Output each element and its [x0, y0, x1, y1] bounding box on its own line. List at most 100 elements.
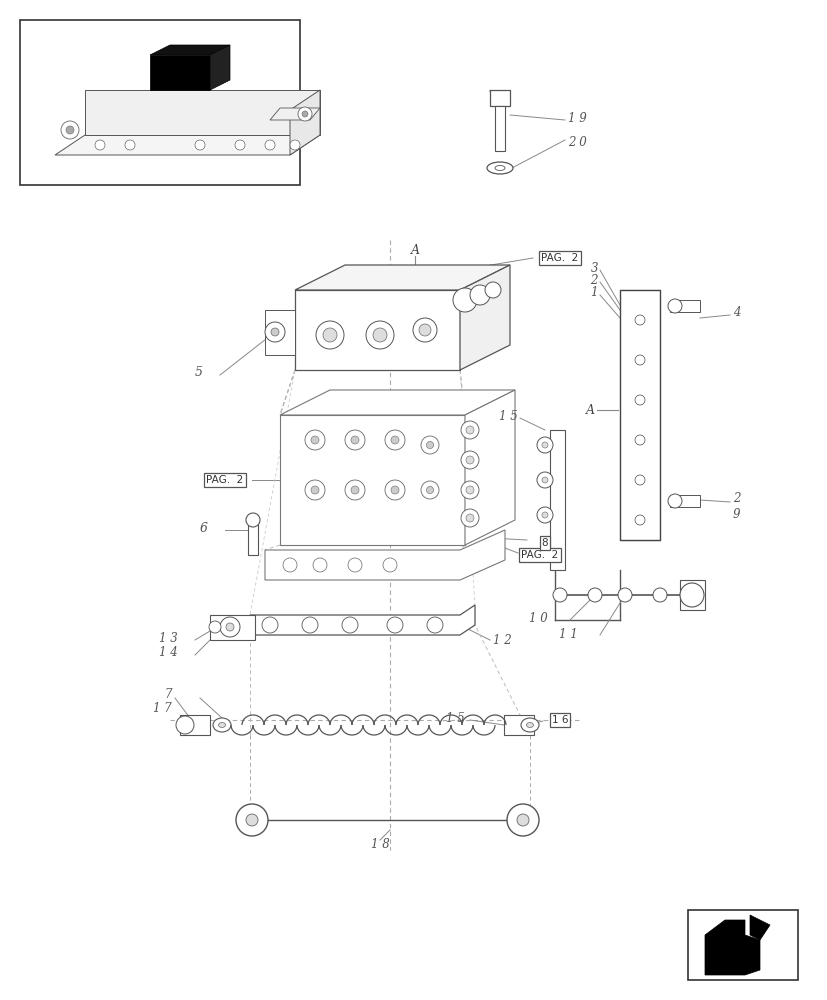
Circle shape	[345, 480, 365, 500]
Circle shape	[516, 814, 528, 826]
Circle shape	[385, 430, 404, 450]
Circle shape	[351, 436, 359, 444]
Circle shape	[342, 617, 357, 633]
Circle shape	[537, 507, 552, 523]
Text: 2: 2	[590, 273, 597, 286]
Circle shape	[667, 494, 681, 508]
Circle shape	[461, 451, 479, 469]
Bar	[687, 910, 797, 980]
Polygon shape	[289, 90, 319, 155]
Text: PAG.  2: PAG. 2	[541, 253, 578, 263]
Polygon shape	[280, 415, 465, 545]
Text: A: A	[586, 403, 595, 416]
Polygon shape	[460, 265, 509, 370]
Text: 1 5: 1 5	[499, 410, 518, 422]
Ellipse shape	[520, 718, 538, 732]
Circle shape	[461, 481, 479, 499]
Circle shape	[390, 436, 399, 444]
Polygon shape	[150, 45, 230, 55]
Circle shape	[304, 480, 325, 500]
Circle shape	[461, 421, 479, 439]
Bar	[504, 715, 533, 735]
Circle shape	[420, 481, 438, 499]
Circle shape	[506, 804, 538, 836]
Circle shape	[345, 430, 365, 450]
Text: 3: 3	[590, 261, 597, 274]
Circle shape	[413, 318, 437, 342]
Circle shape	[176, 716, 194, 734]
Circle shape	[466, 456, 473, 464]
Text: 1 0: 1 0	[528, 611, 547, 624]
Text: 7: 7	[165, 688, 172, 700]
Circle shape	[311, 486, 318, 494]
Text: 2 0: 2 0	[567, 136, 586, 149]
Circle shape	[236, 804, 268, 836]
Polygon shape	[704, 920, 759, 975]
Text: 1 2: 1 2	[492, 634, 511, 647]
Circle shape	[634, 315, 644, 325]
Bar	[549, 430, 564, 570]
Circle shape	[195, 140, 205, 150]
Polygon shape	[490, 90, 509, 106]
Polygon shape	[749, 915, 769, 940]
Circle shape	[452, 288, 476, 312]
Circle shape	[542, 512, 547, 518]
Text: 1 6: 1 6	[551, 715, 567, 725]
Polygon shape	[619, 290, 659, 540]
Circle shape	[634, 475, 644, 485]
Bar	[669, 300, 699, 312]
Circle shape	[461, 509, 479, 527]
Text: PAG.  2: PAG. 2	[206, 475, 243, 485]
Circle shape	[542, 442, 547, 448]
Circle shape	[220, 617, 240, 637]
Circle shape	[246, 513, 260, 527]
Ellipse shape	[218, 722, 225, 728]
Circle shape	[235, 140, 245, 150]
Circle shape	[634, 515, 644, 525]
Circle shape	[311, 436, 318, 444]
Circle shape	[372, 328, 386, 342]
Bar	[20, 20, 299, 185]
Bar	[495, 106, 504, 151]
Polygon shape	[465, 390, 514, 545]
Text: 4: 4	[732, 306, 739, 320]
Circle shape	[208, 621, 221, 633]
Circle shape	[66, 126, 74, 134]
Polygon shape	[265, 530, 504, 580]
Circle shape	[265, 322, 284, 342]
Ellipse shape	[495, 166, 504, 171]
Text: A: A	[410, 243, 419, 256]
Circle shape	[313, 558, 327, 572]
Polygon shape	[150, 55, 210, 90]
Circle shape	[386, 617, 403, 633]
Polygon shape	[265, 310, 294, 355]
Circle shape	[537, 472, 552, 488]
Circle shape	[466, 514, 473, 522]
Circle shape	[420, 436, 438, 454]
Circle shape	[552, 588, 566, 602]
Circle shape	[289, 140, 299, 150]
Circle shape	[125, 140, 135, 150]
Circle shape	[366, 321, 394, 349]
Bar	[248, 520, 258, 555]
Text: 1 3: 1 3	[159, 632, 178, 645]
Circle shape	[323, 328, 337, 342]
Circle shape	[617, 588, 631, 602]
Polygon shape	[55, 135, 319, 155]
Text: 6: 6	[200, 522, 208, 534]
Circle shape	[470, 285, 490, 305]
Text: PAG.  2: PAG. 2	[521, 550, 558, 560]
Polygon shape	[270, 108, 319, 120]
Text: 1 7: 1 7	[153, 702, 172, 714]
Ellipse shape	[486, 162, 513, 174]
Text: 1 1: 1 1	[558, 629, 577, 642]
Text: 1 4: 1 4	[159, 647, 178, 660]
Circle shape	[390, 486, 399, 494]
Text: 1 8: 1 8	[370, 838, 389, 851]
Circle shape	[667, 299, 681, 313]
Circle shape	[316, 321, 343, 349]
Circle shape	[302, 111, 308, 117]
Circle shape	[426, 486, 433, 494]
Circle shape	[427, 617, 442, 633]
Bar	[179, 715, 210, 735]
